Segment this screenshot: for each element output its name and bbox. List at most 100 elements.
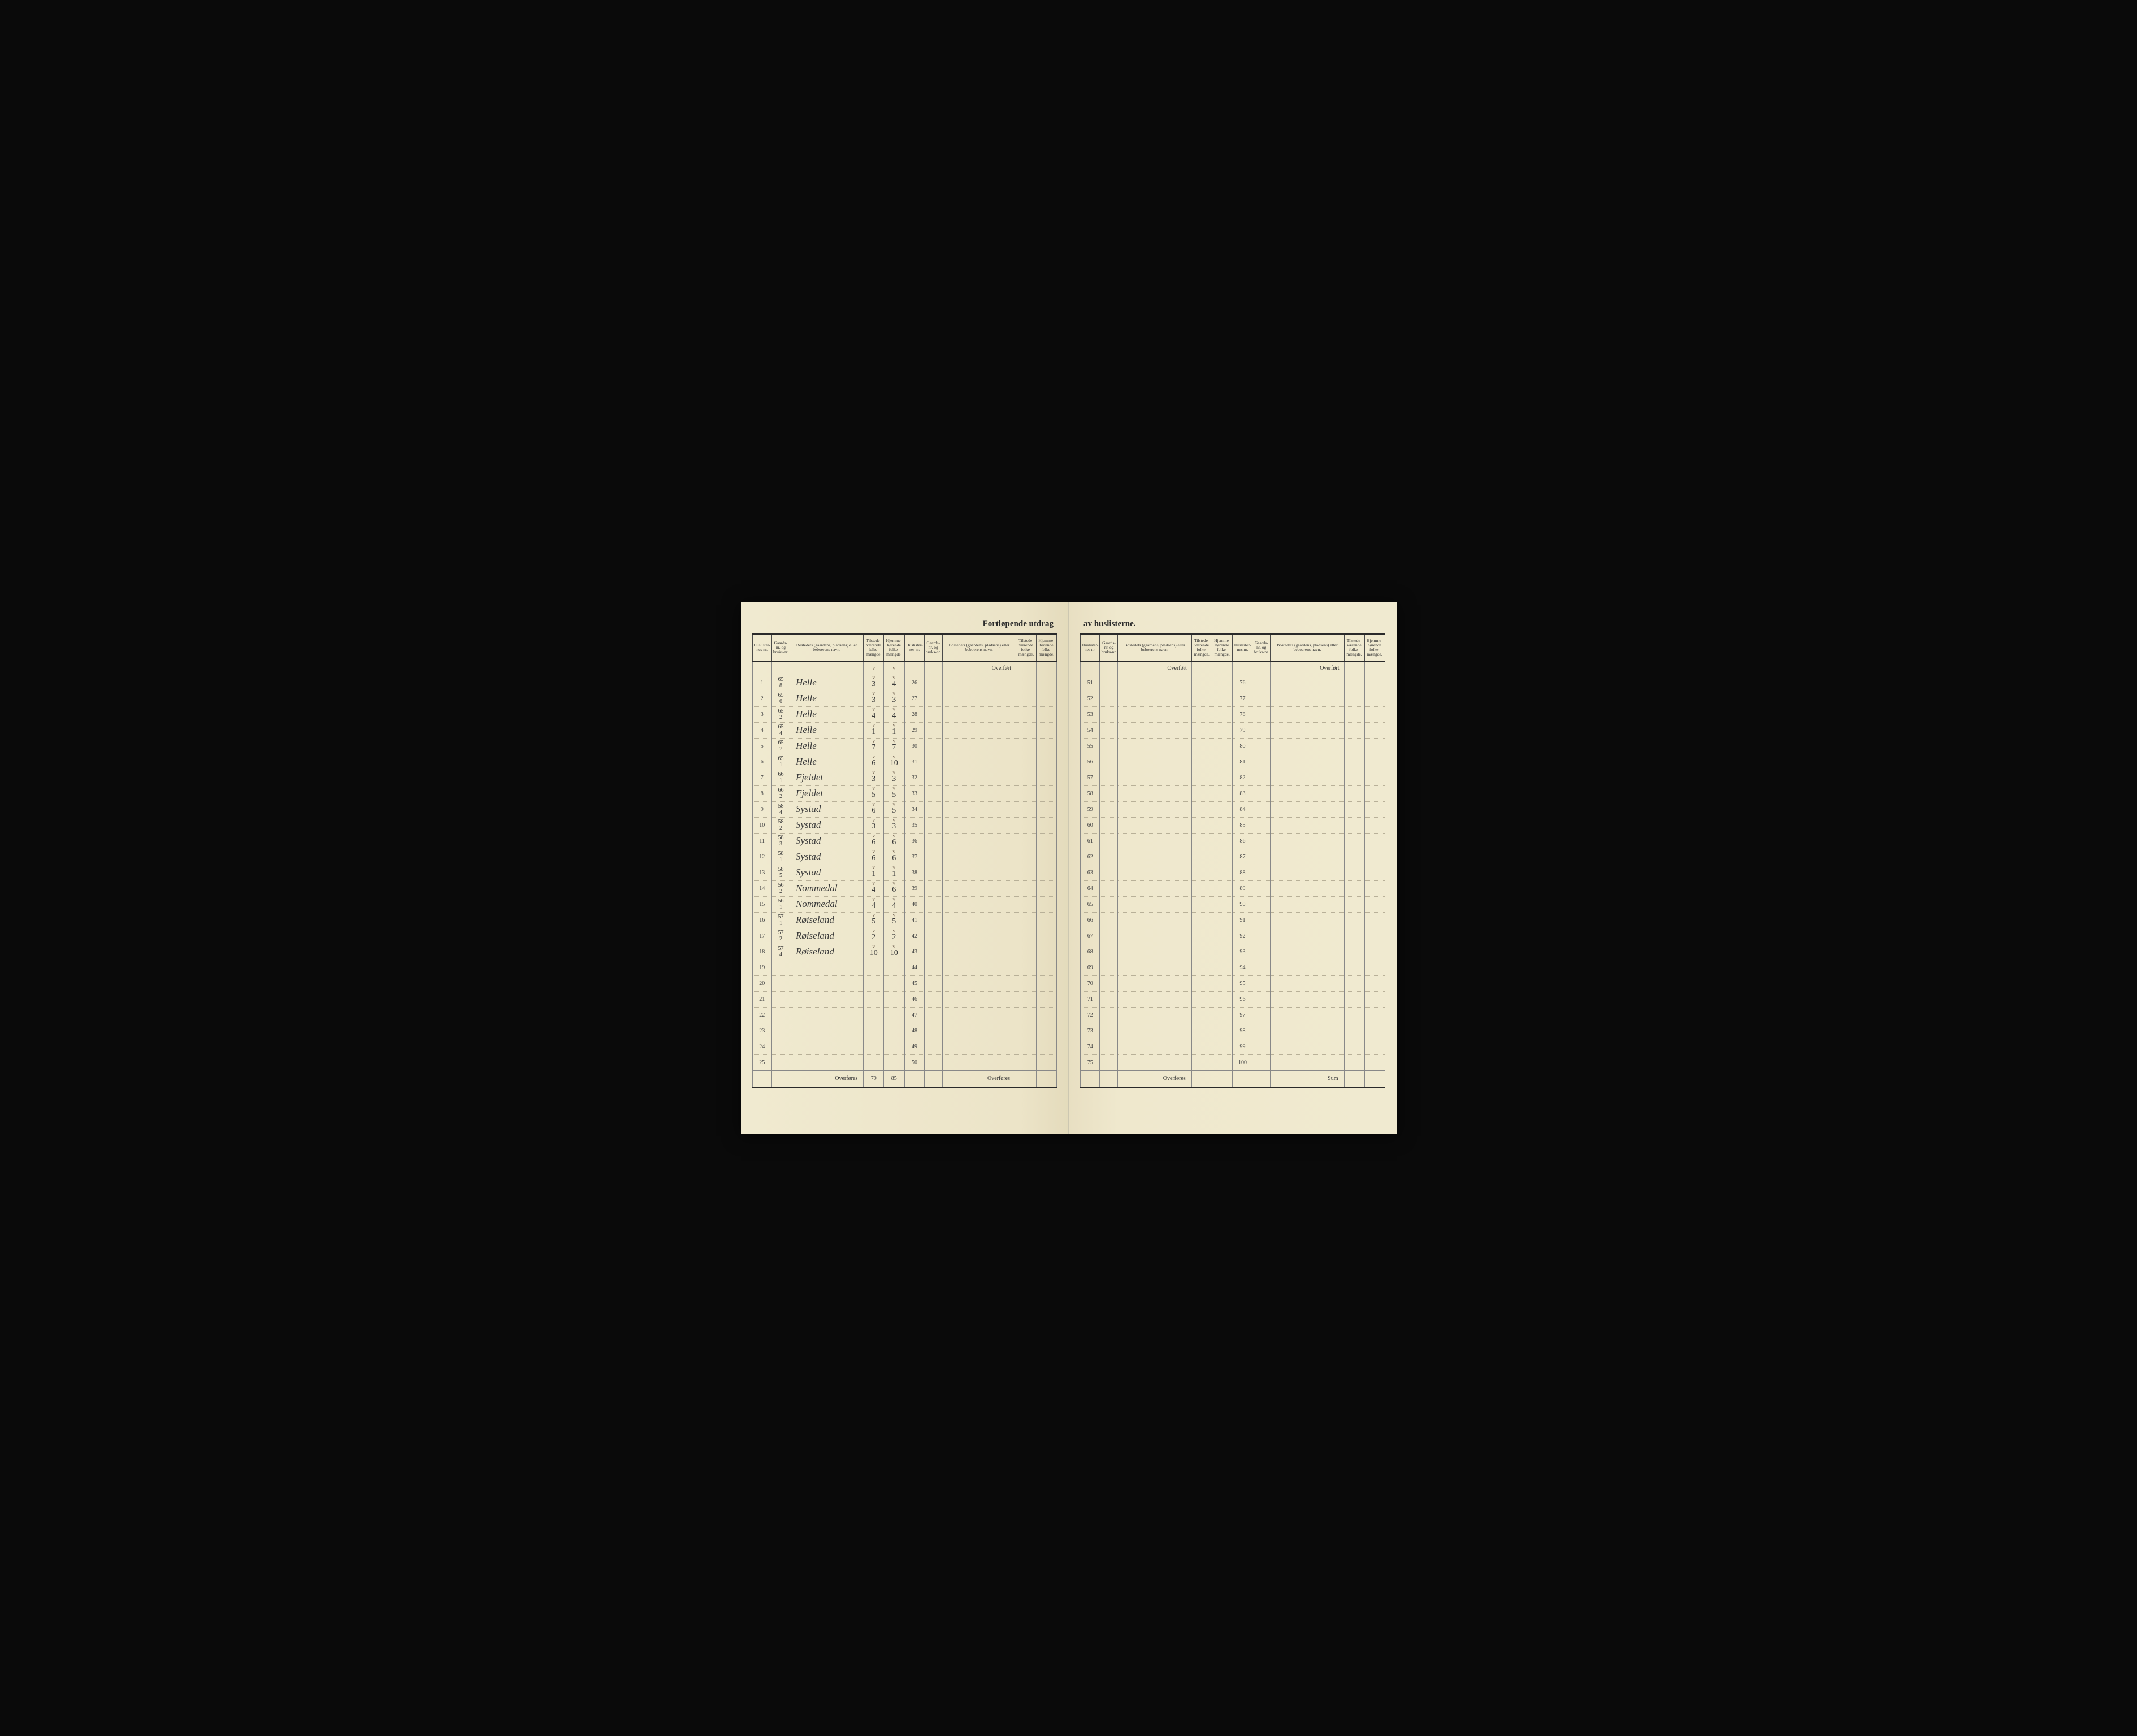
gaards-cell [771, 960, 790, 975]
tilstede-cell [1191, 912, 1212, 928]
name-cell [1118, 896, 1191, 912]
footer-row: Overføres 79 85 [752, 1070, 904, 1087]
col-gaards: Gaards-nr. og bruks-nr. [1252, 634, 1271, 661]
row-number: 24 [752, 1039, 771, 1054]
table-row: 4654Hellev1v1 [752, 722, 904, 738]
name-cell [1271, 770, 1344, 785]
table-row: 26 [905, 675, 1057, 691]
row-number: 64 [1081, 880, 1100, 896]
row-number: 22 [752, 1007, 771, 1023]
tilstede-cell [1016, 706, 1037, 722]
name-cell [942, 754, 1016, 770]
name-cell [942, 817, 1016, 833]
gaards-cell [924, 738, 942, 754]
row-number: 48 [905, 1023, 924, 1039]
name-cell: Systad [790, 865, 863, 880]
tilstede-cell [1344, 754, 1364, 770]
gaards-cell: 661 [771, 770, 790, 785]
name-cell [942, 1007, 1016, 1023]
tilstede-cell [1016, 817, 1037, 833]
hjemme-cell [1037, 817, 1057, 833]
tilstede-cell: v3 [864, 817, 884, 833]
hjemme-cell: v6 [884, 880, 904, 896]
row-number: 73 [1081, 1023, 1100, 1039]
table-row: 25 [752, 1054, 904, 1070]
table-row: 33 [905, 785, 1057, 801]
row-number: 67 [1081, 928, 1100, 944]
table-row: 14562Nommedalv4v6 [752, 880, 904, 896]
tilstede-cell [1344, 817, 1364, 833]
row-number: 91 [1233, 912, 1252, 928]
table-row: 5657Hellev7v7 [752, 738, 904, 754]
gaards-cell [924, 1054, 942, 1070]
gaards-cell: 572 [771, 928, 790, 944]
hjemme-cell [1212, 770, 1232, 785]
name-cell [1271, 1054, 1344, 1070]
tilstede-cell [1016, 865, 1037, 880]
tilstede-cell [1191, 785, 1212, 801]
name-cell [942, 770, 1016, 785]
hjemme-cell: v1 [884, 865, 904, 880]
table-row: 32 [905, 770, 1057, 785]
table-row: 59 [1081, 801, 1233, 817]
hjemme-cell: v4 [884, 706, 904, 722]
hjemme-cell [1037, 1023, 1057, 1039]
name-cell [1118, 1023, 1191, 1039]
row-number: 95 [1233, 975, 1252, 991]
name-cell [1271, 944, 1344, 960]
tilstede-cell [1191, 880, 1212, 896]
gaards-cell [1252, 785, 1271, 801]
name-cell [1118, 817, 1191, 833]
gaards-cell [924, 880, 942, 896]
right-columns: Huslister-nes nr. Gaards-nr. og bruks-nr… [1080, 633, 1385, 1088]
page-right: av huslisterne. Huslister-nes nr. Gaards… [1069, 602, 1397, 1134]
gaards-cell [1100, 722, 1118, 738]
row-number: 82 [1233, 770, 1252, 785]
table-row: 52 [1081, 691, 1233, 706]
table-row: 34 [905, 801, 1057, 817]
hjemme-cell [1212, 912, 1232, 928]
row-number: 94 [1233, 960, 1252, 975]
table-row: 74 [1081, 1039, 1233, 1054]
row-number: 15 [752, 896, 771, 912]
hjemme-cell: v6 [884, 849, 904, 865]
table-row: 66 [1081, 912, 1233, 928]
table-body: Overført 7677787980818283848586878889909… [1233, 661, 1385, 1070]
table-row: 62 [1081, 849, 1233, 865]
sum-label: Sum [1271, 1070, 1344, 1087]
hjemme-cell [884, 1007, 904, 1023]
col-huslister: Huslister-nes nr. [905, 634, 924, 661]
tilstede-cell [1344, 1054, 1364, 1070]
name-cell [942, 738, 1016, 754]
hjemme-cell [1364, 865, 1385, 880]
row-number: 86 [1233, 833, 1252, 849]
name-cell: Nommedal [790, 896, 863, 912]
hjemme-cell [1037, 849, 1057, 865]
table-row: 38 [905, 865, 1057, 880]
tilstede-cell [1344, 1023, 1364, 1039]
name-cell [942, 880, 1016, 896]
gaards-cell: 583 [771, 833, 790, 849]
table-row: 30 [905, 738, 1057, 754]
name-cell [1271, 801, 1344, 817]
gaards-cell [1100, 849, 1118, 865]
table-row: 47 [905, 1007, 1057, 1023]
row-number: 17 [752, 928, 771, 944]
table-row: 88 [1233, 865, 1385, 880]
hjemme-cell [1037, 912, 1057, 928]
name-cell [1271, 722, 1344, 738]
tilstede-cell [1191, 675, 1212, 691]
name-cell [942, 706, 1016, 722]
name-cell [1271, 738, 1344, 754]
tilstede-cell [1344, 1007, 1364, 1023]
row-number: 74 [1081, 1039, 1100, 1054]
gaards-cell [924, 991, 942, 1007]
name-cell: Røiseland [790, 944, 863, 960]
table-row: 41 [905, 912, 1057, 928]
tilstede-cell [1191, 817, 1212, 833]
row-number: 43 [905, 944, 924, 960]
gaards-cell [1252, 991, 1271, 1007]
name-cell [1118, 1039, 1191, 1054]
table-row: 29 [905, 722, 1057, 738]
tilstede-cell [1344, 928, 1364, 944]
